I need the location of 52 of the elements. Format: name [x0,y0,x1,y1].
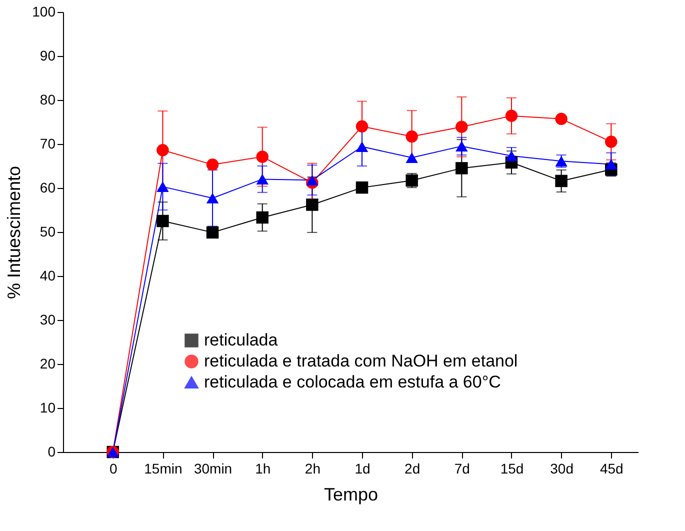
point [256,150,268,163]
y-tick-label: 40 [40,268,56,284]
x-tick-label: 30min [194,460,232,476]
y-tick-label: 50 [40,224,56,240]
x-tick-label: 30d [550,460,574,476]
x-tick-label: 7d [454,460,470,476]
point [206,192,219,204]
y-tick-label: 10 [40,400,56,416]
y-tick-label: 100 [32,4,56,20]
x-tick-label: 0 [109,460,118,476]
point [356,120,368,133]
x-tick-label: 15min [144,460,182,476]
point [505,150,518,162]
y-axis-title: % Intuescimento [4,166,24,300]
point [555,174,568,188]
legend-label: reticulada e colocada em estufa a 60°C [204,372,501,392]
point [456,162,468,174]
point [605,136,618,148]
point [555,112,568,126]
point [505,110,518,122]
point [256,211,268,224]
point [456,140,468,152]
y-tick-label: 30 [40,312,56,328]
point [356,141,368,152]
point [206,158,219,171]
point [156,144,169,156]
x-tick-label: 2h [304,460,320,476]
x-tick-label: 45d [600,460,624,476]
point [306,198,318,211]
point [206,226,219,239]
x-tick-label: 15d [500,460,524,476]
point [356,181,368,194]
point [406,152,418,163]
y-tick-label: 60 [40,180,56,196]
y-tick-label: 20 [40,356,56,372]
point [256,174,268,185]
y-tick-label: 80 [40,92,56,108]
x-tick-label: 2d [404,460,420,476]
legend-label: reticulada e tratada com NaOH em etanol [204,352,518,370]
point [156,181,169,192]
point [406,130,418,143]
x-tick-label: 1d [354,460,370,476]
x-tick-label: 1h [255,460,271,476]
y-tick-label: 0 [48,444,56,460]
point [306,174,318,186]
point [456,120,468,133]
y-tick-label: 70 [40,136,56,152]
point [156,214,169,228]
point [605,158,618,170]
legend-label: reticulada [204,330,278,350]
y-tick-label: 90 [40,48,56,64]
x-axis-title: Tempo [324,484,378,504]
